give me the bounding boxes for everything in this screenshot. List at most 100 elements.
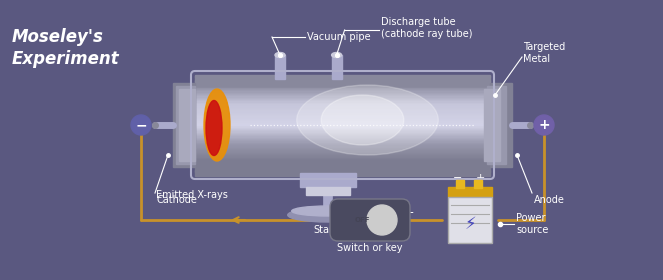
Bar (195, 94, 490, 95)
Circle shape (131, 115, 151, 135)
Text: Cathode: Cathode (157, 195, 198, 205)
Bar (195, 125, 490, 127)
Bar (195, 78, 490, 79)
Bar (195, 172, 490, 174)
Ellipse shape (297, 85, 438, 155)
Bar (195, 85, 490, 87)
Bar (332, 55, 341, 79)
Bar (448, 197, 492, 243)
Bar (195, 106, 490, 108)
Bar (195, 84, 490, 85)
Bar (195, 119, 490, 120)
Bar (195, 154, 490, 155)
Text: Targeted
Metal: Targeted Metal (523, 42, 566, 64)
Bar (195, 110, 490, 112)
Bar (195, 170, 490, 172)
Text: +: + (538, 118, 550, 132)
Ellipse shape (206, 101, 222, 155)
Ellipse shape (275, 53, 285, 57)
Bar (195, 115, 490, 117)
Bar (195, 141, 490, 143)
Bar (195, 162, 490, 164)
Ellipse shape (288, 208, 368, 222)
Bar (195, 96, 490, 98)
Bar (195, 80, 490, 82)
Bar (195, 149, 490, 151)
Bar (195, 174, 490, 176)
Bar (195, 171, 490, 173)
Bar (195, 99, 490, 101)
Bar (195, 76, 490, 78)
Text: Emitted X-rays: Emitted X-rays (156, 190, 228, 200)
Bar (173, 83, 195, 167)
Bar (195, 136, 490, 138)
Text: Power
source: Power source (516, 213, 548, 235)
Bar (195, 166, 490, 168)
Bar (195, 165, 490, 167)
Ellipse shape (292, 206, 364, 216)
Bar (176, 86, 195, 164)
Bar (195, 158, 490, 159)
Bar (195, 151, 490, 153)
Bar (195, 86, 490, 88)
Ellipse shape (321, 95, 404, 145)
Bar (195, 129, 490, 130)
Bar (195, 75, 490, 77)
Bar (195, 156, 490, 158)
Bar (195, 124, 490, 125)
Bar (195, 120, 490, 122)
Text: Vacuum pipe: Vacuum pipe (307, 32, 371, 42)
Bar (195, 153, 490, 154)
Bar (195, 145, 490, 147)
Bar (487, 86, 506, 164)
Text: Moseley's
Experiment: Moseley's Experiment (12, 28, 120, 67)
Bar (195, 161, 490, 163)
Bar (195, 155, 490, 157)
Bar (195, 127, 490, 129)
Bar (195, 114, 490, 116)
Bar (195, 118, 490, 119)
Bar (195, 132, 490, 134)
Bar (474, 180, 482, 188)
Bar (195, 150, 490, 152)
Text: +: + (404, 206, 414, 218)
Bar (195, 90, 490, 92)
Bar (195, 88, 490, 89)
Bar (195, 148, 490, 149)
Bar (195, 139, 490, 141)
Bar (195, 135, 490, 137)
Bar (195, 167, 490, 169)
Bar (195, 164, 490, 165)
FancyBboxPatch shape (330, 199, 410, 241)
Bar (195, 91, 490, 93)
Bar (195, 143, 490, 144)
Bar (195, 100, 490, 102)
Bar (195, 111, 490, 113)
Bar (195, 92, 490, 94)
Text: OFF: OFF (354, 217, 370, 223)
Text: Discharge tube
(cathode ray tube): Discharge tube (cathode ray tube) (381, 17, 472, 39)
Bar (195, 140, 490, 142)
Bar (195, 123, 490, 124)
Bar (484, 89, 500, 161)
Bar (195, 160, 490, 162)
Bar (195, 97, 490, 99)
Bar (195, 131, 490, 133)
Bar (195, 109, 490, 111)
Bar (490, 83, 512, 167)
Circle shape (367, 205, 397, 235)
Text: ⚡: ⚡ (464, 215, 476, 233)
Bar (195, 169, 490, 171)
Bar (195, 89, 490, 90)
Text: −: − (135, 118, 147, 132)
Circle shape (534, 115, 554, 135)
Bar (195, 104, 490, 106)
Bar (195, 159, 490, 160)
Bar (195, 105, 490, 107)
Bar (195, 108, 490, 109)
Bar (448, 187, 492, 197)
Bar (195, 126, 490, 128)
Bar (275, 55, 285, 79)
Bar (195, 101, 490, 103)
Bar (195, 102, 490, 104)
